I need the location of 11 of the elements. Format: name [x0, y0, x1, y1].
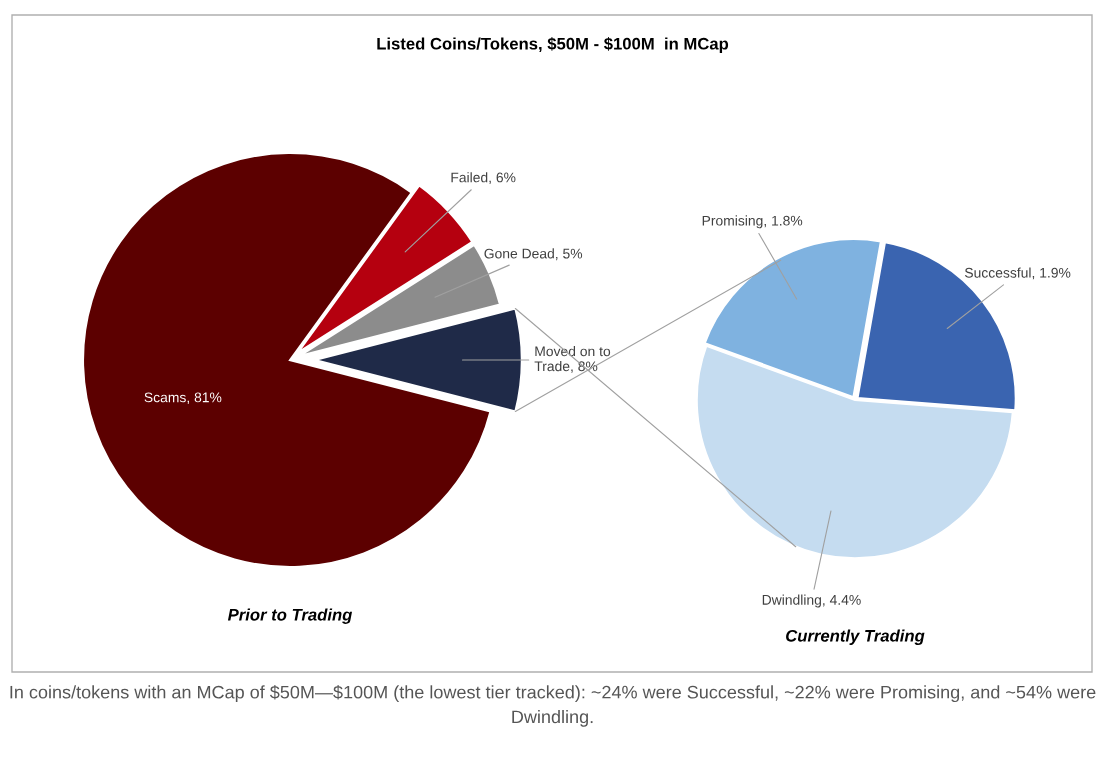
- text: In coins/tokens with an MCap of $50M—$100M (the lowest tier tracked): ~24% were Successful, ~22% were Promising, and ~54% were Dwindling.: [10, 685, 1096, 727]
- slice-label: Successful, 1.9%: [964, 267, 1071, 280]
- text: Currently Trading: [786, 629, 925, 645]
- slice-label: Scams, 81%: [144, 392, 222, 404]
- slice-label: Moved on to Trade, 8%: [534, 346, 611, 373]
- slice-label: Failed, 6%: [451, 172, 516, 184]
- slice-label: Dwindling, 4.4%: [762, 594, 861, 608]
- slice-label: Promising, 1.8%: [702, 215, 803, 229]
- chart-title: Listed Coins/Tokens, $50M - $100M in MCap: [377, 37, 729, 53]
- slice-label: Gone Dead, 5%: [484, 248, 583, 261]
- text: Prior to Trading: [227, 608, 353, 624]
